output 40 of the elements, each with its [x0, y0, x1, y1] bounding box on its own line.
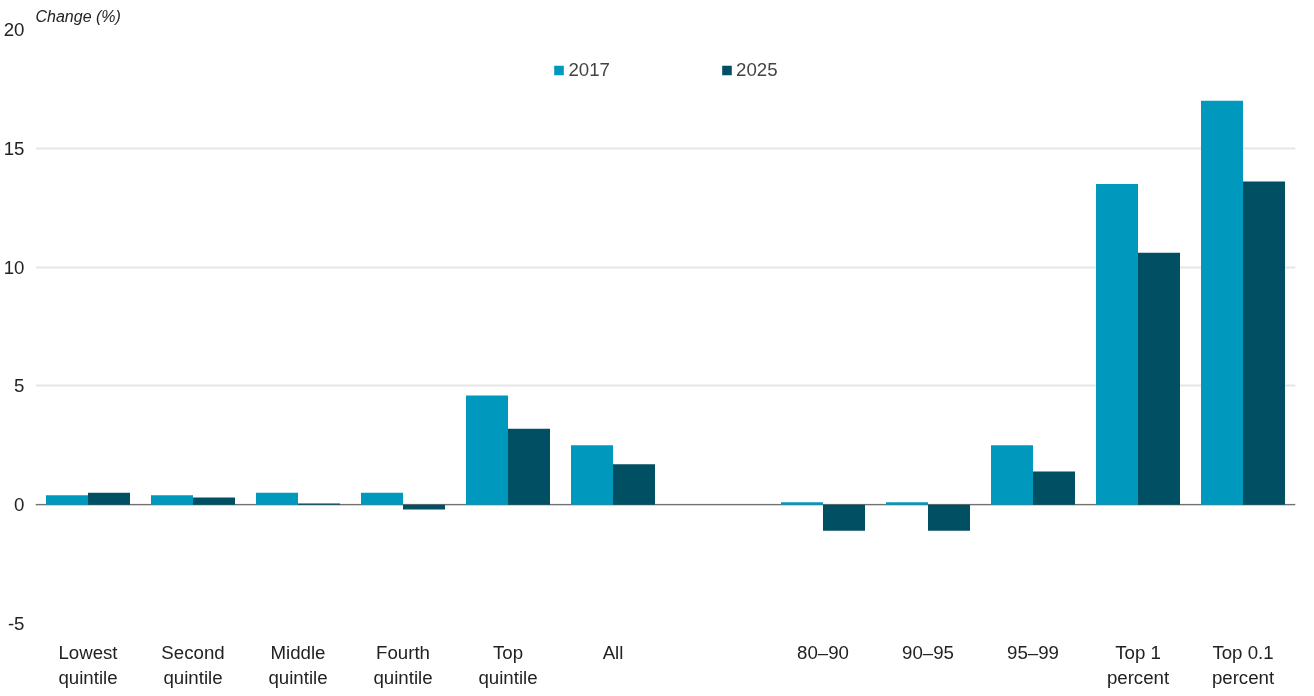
bar [508, 428, 550, 505]
bar [1201, 100, 1243, 505]
bar [1033, 471, 1075, 505]
x-tick-label: Fourth quintile [373, 641, 433, 688]
x-tick-label: 90–95 [902, 641, 954, 663]
bar [193, 497, 235, 505]
x-tick-label: Lowest quintile [58, 641, 119, 688]
bar [88, 492, 130, 505]
y-tick-label: -5 [7, 613, 25, 634]
bar [151, 495, 193, 505]
x-tick-label: 95–99 [1007, 641, 1059, 663]
y-tick-label: 10 [3, 256, 25, 278]
bar [46, 495, 88, 505]
bar [823, 504, 865, 531]
y-tick-label: 15 [3, 137, 25, 159]
bar [361, 492, 403, 505]
bar [928, 504, 970, 531]
bar [1138, 252, 1180, 505]
x-tick-label: All [602, 641, 624, 663]
bar [613, 464, 655, 505]
bar [571, 445, 613, 505]
x-tick-label: Top 1 percent [1106, 641, 1170, 688]
bar [466, 395, 508, 505]
y-tick-label: 0 [14, 494, 25, 516]
bar [781, 502, 823, 505]
bar [886, 502, 928, 505]
y-tick-label: 20 [3, 19, 25, 40]
x-tick-label: Middle quintile [268, 641, 328, 688]
bar [991, 445, 1033, 505]
legend-label: 2017 [568, 59, 610, 81]
x-tick-label: Top quintile [478, 641, 538, 688]
x-tick-label: 80–90 [797, 641, 849, 663]
bar [1243, 181, 1285, 505]
x-tick-label: Top 0.1 percent [1211, 641, 1275, 688]
legend-label: 2025 [736, 59, 778, 81]
bar [256, 492, 298, 505]
y-tick-label: 5 [14, 375, 25, 397]
y-axis-title: Change (%) [35, 7, 121, 25]
x-tick-label: Second quintile [161, 641, 225, 688]
bar [1096, 183, 1138, 505]
